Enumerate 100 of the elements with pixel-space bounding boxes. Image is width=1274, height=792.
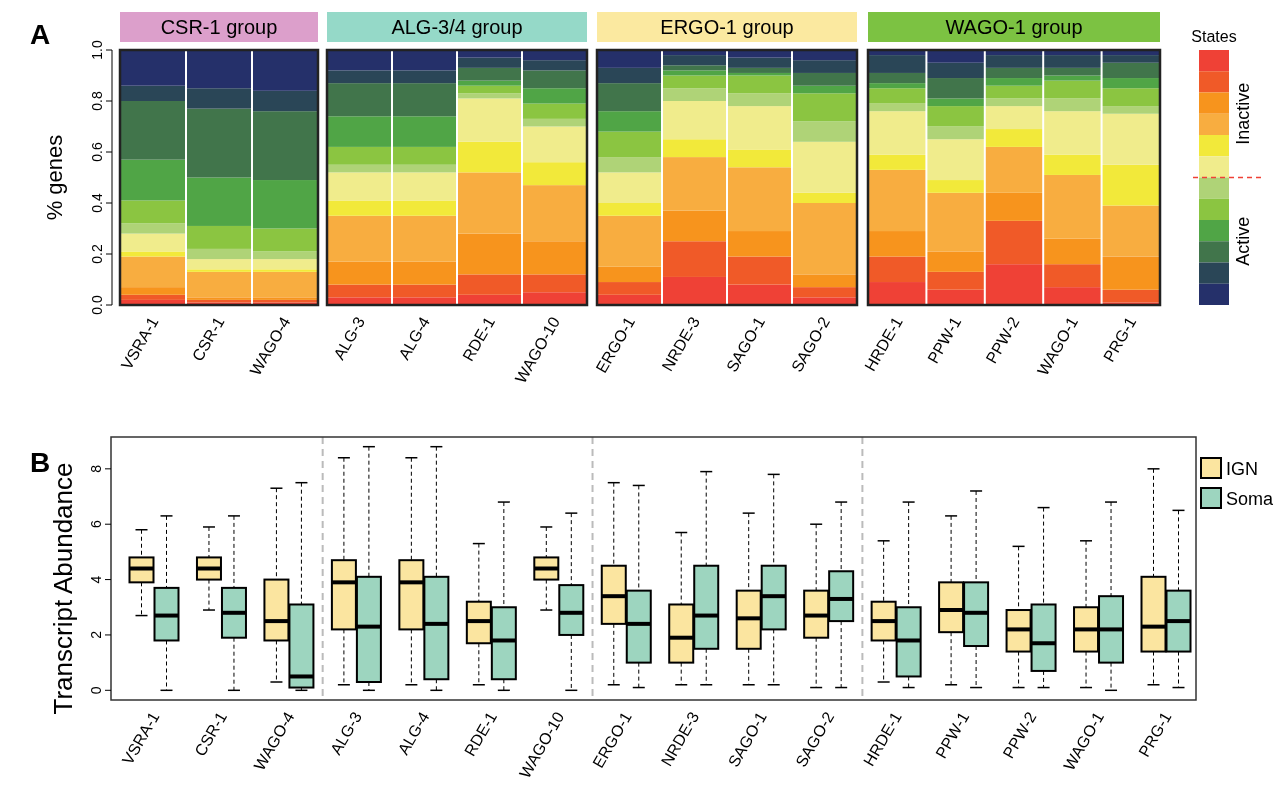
- bar: [662, 88, 727, 101]
- bar: [926, 98, 985, 107]
- bar: [868, 169, 927, 232]
- bar: [1043, 111, 1102, 155]
- bar: [1101, 106, 1160, 114]
- y-tick-label: 0.0: [89, 295, 105, 315]
- bar: [522, 88, 587, 104]
- bar: [327, 215, 392, 262]
- bar: [186, 269, 252, 272]
- bar: [868, 111, 927, 155]
- bar: [984, 67, 1044, 79]
- bar: [727, 149, 792, 168]
- text: B: [30, 447, 51, 478]
- text: A: [30, 19, 51, 50]
- bar: [252, 111, 318, 181]
- bar: [597, 131, 662, 158]
- bar: [727, 57, 792, 68]
- bar: [120, 287, 186, 295]
- bar: [522, 241, 587, 275]
- bar: [662, 139, 727, 158]
- bar: [1043, 287, 1102, 305]
- bar: [792, 203, 857, 275]
- bar: [522, 126, 587, 163]
- bar: [792, 72, 857, 86]
- bar: [1101, 289, 1160, 303]
- bar: [120, 50, 186, 86]
- bar: [597, 172, 662, 203]
- bar: [662, 65, 727, 71]
- bar: [926, 50, 985, 63]
- bar: [792, 274, 857, 288]
- bar: [1043, 80, 1102, 99]
- bar: [1101, 62, 1160, 79]
- bar: [522, 292, 587, 305]
- bar: [457, 172, 522, 234]
- bar: [327, 116, 392, 147]
- chart-title: CSR-1 group: [160, 16, 278, 38]
- bar: [327, 284, 392, 298]
- bar: [1043, 264, 1102, 288]
- bar: [792, 141, 857, 193]
- bar: [1043, 55, 1102, 68]
- bar: [522, 103, 587, 119]
- bar: [392, 116, 457, 147]
- bar: [392, 83, 457, 117]
- bar: [597, 282, 662, 295]
- bar: [868, 83, 927, 89]
- bar: [120, 251, 186, 257]
- bar: [1101, 88, 1160, 107]
- bar: [392, 146, 457, 165]
- bar: [792, 192, 857, 203]
- bar: [727, 106, 792, 150]
- bar: [120, 233, 186, 252]
- bar: [868, 88, 927, 104]
- bar: [252, 50, 318, 91]
- bar: [926, 126, 985, 140]
- bar: [662, 55, 727, 66]
- bar: [727, 256, 792, 285]
- bar: [597, 266, 662, 283]
- chart-title: ALG-3/4 group: [391, 16, 523, 38]
- bar: [327, 50, 392, 71]
- bar: [392, 50, 457, 71]
- chart-title: ERGO-1 group: [660, 16, 794, 38]
- bar: [327, 200, 392, 216]
- bar: [926, 271, 985, 290]
- y-tick-label: 8: [88, 464, 104, 473]
- bar: [392, 215, 457, 262]
- bar: [186, 225, 252, 249]
- bar: [984, 55, 1044, 68]
- bar: [984, 264, 1044, 305]
- bar: [597, 203, 662, 216]
- y-tick-label: 2: [88, 630, 104, 639]
- bar: [252, 180, 318, 229]
- bar: [727, 167, 792, 232]
- text: Active: [1233, 216, 1253, 266]
- bar: [522, 185, 587, 242]
- bar: [662, 70, 727, 76]
- bar: [392, 261, 457, 285]
- bar: [727, 93, 792, 107]
- y-tick-label: 0: [88, 686, 104, 695]
- bar: [186, 108, 252, 178]
- bar: [120, 85, 186, 101]
- bar: [120, 200, 186, 224]
- bar: [727, 75, 792, 94]
- bar: [252, 228, 318, 252]
- bar: [1043, 154, 1102, 175]
- bar: [186, 50, 252, 89]
- bar: [1101, 205, 1160, 257]
- y-tick-label: 4: [88, 575, 104, 584]
- bar: [522, 274, 587, 293]
- y-axis-title: % genes: [42, 134, 67, 221]
- bar: [984, 98, 1044, 107]
- bar: [252, 251, 318, 260]
- bar: [662, 241, 727, 277]
- bar: [522, 60, 587, 71]
- bar: [457, 141, 522, 173]
- legend-label: Soma: [1226, 489, 1274, 509]
- bar: [984, 78, 1044, 86]
- bar: [868, 231, 927, 257]
- bar: [926, 139, 985, 181]
- bar: [1101, 78, 1160, 89]
- bar: [597, 50, 662, 68]
